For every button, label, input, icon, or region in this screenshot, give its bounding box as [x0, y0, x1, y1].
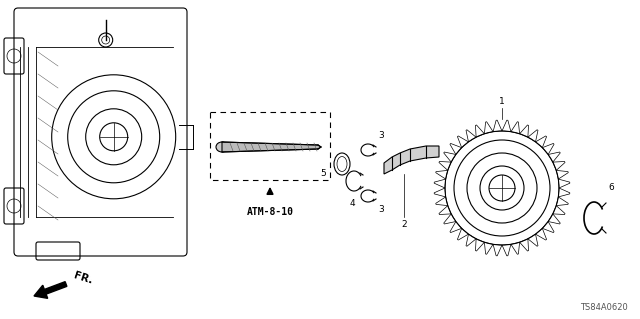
Text: ATM-8-10: ATM-8-10	[246, 207, 294, 217]
Text: 4: 4	[349, 199, 355, 208]
Text: TS84A0620: TS84A0620	[580, 303, 628, 312]
Ellipse shape	[216, 142, 228, 152]
Text: FR.: FR.	[72, 270, 93, 286]
Text: 5: 5	[320, 169, 326, 179]
Text: 3: 3	[378, 205, 384, 214]
Text: 6: 6	[608, 183, 614, 192]
FancyArrow shape	[34, 282, 67, 298]
Polygon shape	[222, 142, 321, 152]
Text: 2: 2	[401, 220, 407, 229]
Text: 1: 1	[499, 97, 505, 106]
Text: 3: 3	[378, 131, 384, 140]
Bar	[210, 112, 330, 180]
Polygon shape	[384, 146, 439, 174]
